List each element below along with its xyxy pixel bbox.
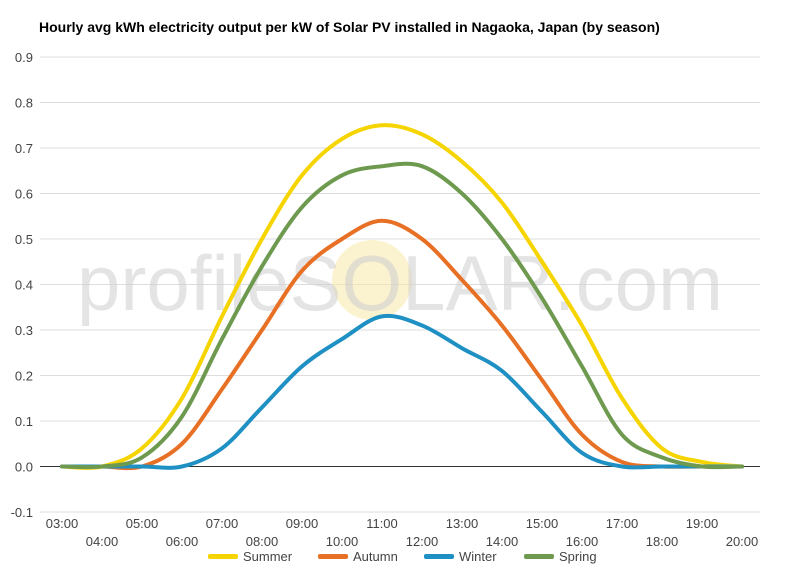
y-tick-label: 0.1 <box>15 414 33 429</box>
series-line-spring <box>60 161 744 470</box>
legend-item-winter[interactable]: Winter <box>424 549 497 564</box>
legend-label: Winter <box>459 549 497 564</box>
x-tick-label: 19:00 <box>686 516 719 531</box>
chart-title: Hourly avg kWh electricity output per kW… <box>39 19 660 35</box>
y-tick-label: 0.7 <box>15 141 33 156</box>
x-tick-label: 16:00 <box>566 534 599 549</box>
legend-swatch <box>208 554 238 559</box>
x-tick-label: 09:00 <box>286 516 319 531</box>
y-tick-label: 0.4 <box>15 278 33 293</box>
x-tick-label: 14:00 <box>486 534 519 549</box>
y-tick-label: 0.6 <box>15 187 33 202</box>
x-tick-label: 11:00 <box>366 516 398 531</box>
y-tick-label: 0.2 <box>15 369 33 384</box>
x-tick-label: 10:00 <box>326 534 359 549</box>
legend-item-autumn[interactable]: Autumn <box>318 549 398 564</box>
x-tick-label: 12:00 <box>406 534 439 549</box>
legend-item-summer[interactable]: Summer <box>208 549 292 564</box>
x-tick-label: 08:00 <box>246 534 279 549</box>
legend-swatch <box>424 554 454 559</box>
legend-label: Summer <box>243 549 293 564</box>
legend-label: Autumn <box>353 549 398 564</box>
y-tick-label: 0.5 <box>15 232 33 247</box>
y-tick-label: 0.3 <box>15 323 33 338</box>
x-tick-label: 03:00 <box>46 516 79 531</box>
x-tick-label: 18:00 <box>646 534 679 549</box>
series-line-winter <box>60 313 744 470</box>
y-tick-label: 0.9 <box>15 50 33 65</box>
x-tick-label: 15:00 <box>526 516 559 531</box>
y-tick-label: 0.8 <box>15 96 33 111</box>
series-line-autumn <box>60 218 744 471</box>
x-tick-label: 04:00 <box>86 534 119 549</box>
watermark-sun-icon <box>332 240 412 320</box>
y-tick-label: 0.0 <box>15 460 33 475</box>
x-tick-label: 13:00 <box>446 516 479 531</box>
x-tick-label: 20:00 <box>726 534 759 549</box>
x-tick-label: 07:00 <box>206 516 239 531</box>
x-tick-label: 05:00 <box>126 516 159 531</box>
legend-swatch <box>524 554 554 559</box>
x-tick-label: 06:00 <box>166 534 199 549</box>
series-line-summer <box>60 123 744 470</box>
x-tick-label: 17:00 <box>606 516 639 531</box>
y-tick-label: -0.1 <box>11 505 33 520</box>
watermark: profileSOLAR.com <box>77 239 723 327</box>
legend-swatch <box>318 554 348 559</box>
legend-item-spring[interactable]: Spring <box>524 549 597 564</box>
legend: Summer Autumn Winter Spring <box>0 549 800 569</box>
legend-label: Spring <box>559 549 597 564</box>
